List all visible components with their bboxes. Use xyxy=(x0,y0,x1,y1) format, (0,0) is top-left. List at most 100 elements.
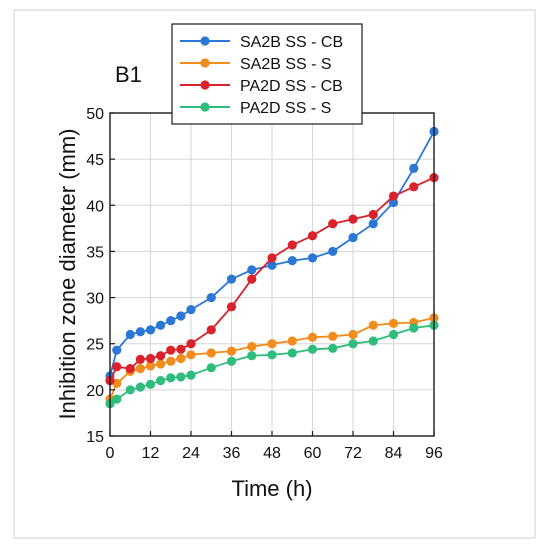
data-point xyxy=(186,370,196,380)
axis-ticks: 0 12 24 36 48 60 72 84 96 15 20 25 30 35 40 45 50 xyxy=(86,106,443,462)
y-tick-label: 40 xyxy=(86,198,104,215)
data-point xyxy=(176,353,186,364)
data-point xyxy=(348,339,358,349)
data-point xyxy=(388,191,399,201)
x-tick-label: 96 xyxy=(425,445,443,462)
panel-label: B1 xyxy=(115,62,142,87)
data-point xyxy=(287,240,297,250)
legend-swatch-marker xyxy=(200,58,210,68)
data-point xyxy=(112,345,122,355)
x-tick-label: 48 xyxy=(263,445,281,462)
data-point xyxy=(388,329,399,340)
data-point xyxy=(267,350,277,360)
legend-label: SA2B SS - CB xyxy=(240,34,343,51)
y-tick-label: 50 xyxy=(86,106,104,123)
legend-label: PA2D SS - CB xyxy=(240,78,343,95)
data-point xyxy=(166,316,176,326)
data-point xyxy=(135,382,145,392)
legend: SA2B SS - CB SA2B SS - S PA2D SS - CB PA2D … xyxy=(171,23,363,125)
data-point xyxy=(368,336,378,346)
data-point xyxy=(125,329,135,340)
data-point xyxy=(287,336,297,346)
data-point xyxy=(409,163,419,173)
data-point xyxy=(156,351,166,361)
data-point xyxy=(328,246,338,257)
y-tick-label: 20 xyxy=(86,383,104,400)
legend-item: PA2D SS - CB xyxy=(180,78,343,95)
x-tick-label: 12 xyxy=(142,445,160,462)
data-point xyxy=(226,274,237,284)
data-point xyxy=(156,320,166,330)
data-point xyxy=(206,363,216,373)
data-point xyxy=(307,332,318,342)
legend-item: SA2B SS - CB xyxy=(180,34,343,51)
data-point xyxy=(186,339,196,349)
y-tick-label: 35 xyxy=(86,244,104,261)
series-3 xyxy=(105,173,439,386)
x-tick-label: 84 xyxy=(385,445,403,462)
legend-label: SA2B SS - S xyxy=(240,56,332,73)
data-point xyxy=(247,341,257,352)
x-tick-label: 60 xyxy=(304,445,322,462)
y-tick-label: 15 xyxy=(86,429,104,446)
series-2 xyxy=(105,313,439,404)
data-point xyxy=(156,376,166,386)
data-point xyxy=(226,302,237,312)
data-point xyxy=(135,327,145,337)
data-point xyxy=(388,197,399,208)
data-point xyxy=(206,348,216,358)
data-point xyxy=(226,356,237,366)
data-point xyxy=(348,329,358,340)
data-point xyxy=(348,214,358,224)
data-point xyxy=(328,343,338,353)
data-point xyxy=(247,351,257,361)
data-point xyxy=(206,325,216,335)
data-point xyxy=(145,361,156,371)
x-tick-label: 0 xyxy=(106,445,115,462)
data-point xyxy=(145,353,156,364)
data-point xyxy=(368,320,378,330)
legend-item: SA2B SS - S xyxy=(180,56,332,73)
data-point xyxy=(112,394,122,404)
data-point xyxy=(409,323,419,333)
data-point xyxy=(186,304,196,315)
data-point xyxy=(267,253,277,263)
data-point xyxy=(247,274,257,284)
data-point xyxy=(176,344,186,354)
data-point xyxy=(125,364,135,374)
legend-swatch-marker xyxy=(200,36,210,46)
data-point xyxy=(307,344,318,354)
series-1 xyxy=(105,126,439,381)
data-point xyxy=(287,256,297,266)
series-4 xyxy=(105,320,439,409)
data-point xyxy=(145,325,156,335)
data-point xyxy=(125,385,135,395)
legend-label: PA2D SS - S xyxy=(240,100,331,117)
legend-item: PA2D SS - S xyxy=(180,100,331,117)
data-point xyxy=(247,265,257,275)
data-point xyxy=(409,182,419,192)
legend-swatch-marker xyxy=(200,102,210,112)
data-point xyxy=(176,311,186,321)
x-tick-label: 36 xyxy=(223,445,241,462)
data-point xyxy=(135,354,145,365)
data-point xyxy=(328,331,338,341)
data-point xyxy=(328,219,338,229)
data-point xyxy=(166,373,176,383)
data-point xyxy=(145,379,156,389)
data-point xyxy=(112,362,122,372)
y-axis-title: Inhibition zone diameter (mm) xyxy=(55,128,80,419)
data-point xyxy=(267,260,277,270)
y-tick-label: 30 xyxy=(86,291,104,308)
data-point xyxy=(307,253,318,263)
y-tick-label: 45 xyxy=(86,152,104,169)
data-point xyxy=(226,346,237,356)
data-point xyxy=(186,350,196,360)
data-point xyxy=(267,339,277,349)
data-point xyxy=(368,209,378,220)
data-point xyxy=(307,231,318,241)
data-point xyxy=(287,348,297,358)
x-tick-label: 24 xyxy=(182,445,200,462)
